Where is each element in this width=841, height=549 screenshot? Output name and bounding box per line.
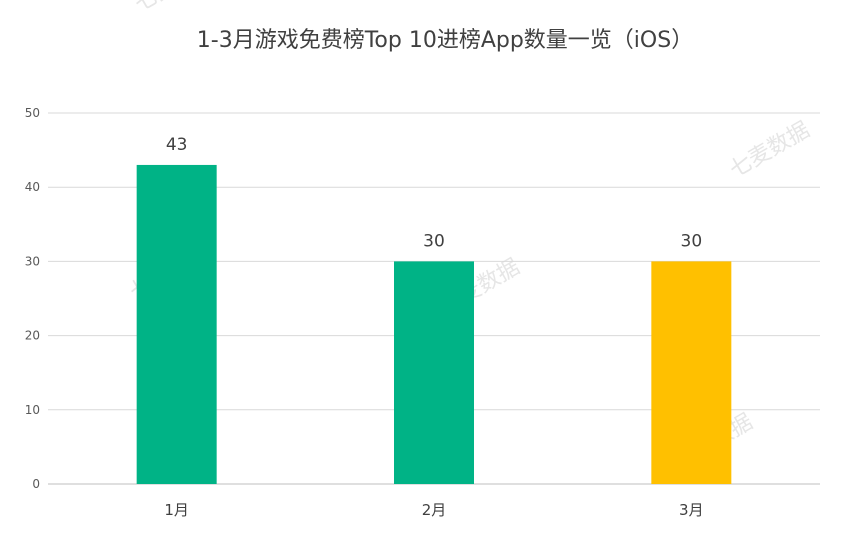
x-category-label: 2月 [422, 501, 447, 519]
watermark: 七麦数据 [726, 118, 815, 184]
data-labels: 43 30 30 [166, 135, 702, 251]
chart-title: 1-3月游戏免费榜Top 10进榜App数量一览（iOS） [197, 28, 693, 53]
bars [136, 164, 732, 484]
bar-1 [136, 164, 217, 484]
watermark: 七麦数据 [131, 0, 220, 17]
y-tick-label: 50 [25, 106, 40, 120]
data-label: 30 [681, 231, 703, 251]
y-tick-label: 40 [25, 180, 40, 194]
bar-3 [651, 261, 732, 484]
y-axis-ticks: 0 10 20 30 40 50 [25, 106, 40, 491]
y-tick-label: 30 [25, 254, 40, 268]
data-label: 43 [166, 135, 188, 155]
data-label: 30 [423, 231, 445, 251]
y-tick-label: 10 [25, 403, 40, 417]
bar-2 [394, 261, 474, 484]
y-tick-label: 0 [32, 477, 40, 491]
x-category-label: 3月 [679, 501, 704, 519]
y-tick-label: 20 [25, 329, 40, 343]
x-axis-categories: 1月 2月 3月 [164, 501, 703, 519]
x-category-label: 1月 [164, 501, 189, 519]
